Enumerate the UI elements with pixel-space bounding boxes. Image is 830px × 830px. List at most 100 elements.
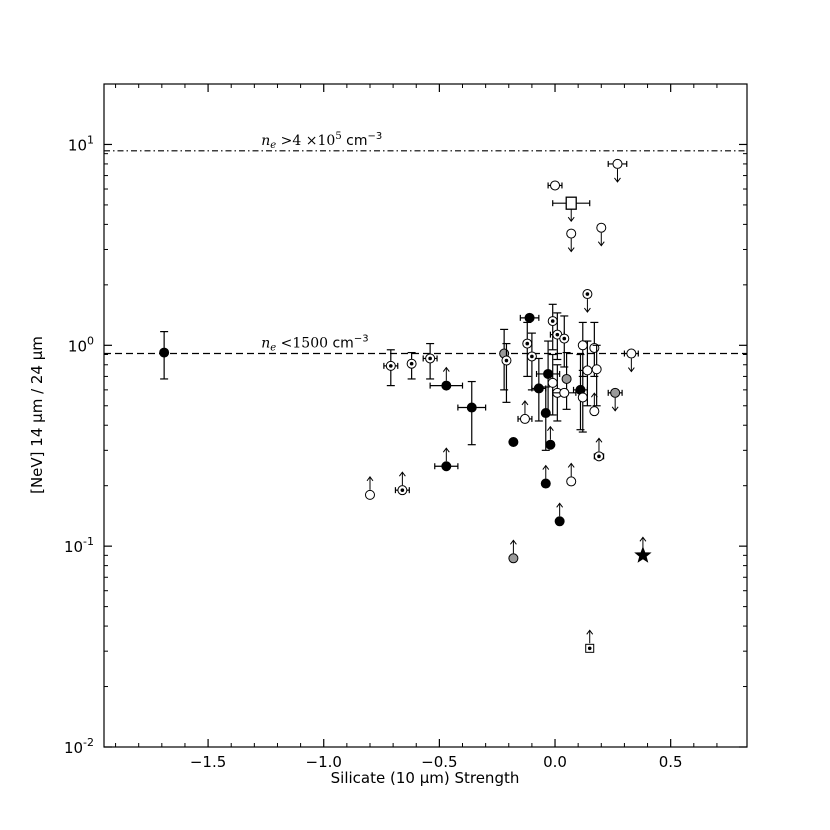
data-layer: ne >4 ×105 cm−3 ne <1500 cm−3 — [104, 131, 747, 653]
marker-open-square — [565, 196, 577, 210]
marker-open-circle — [582, 365, 593, 376]
x-tick-label-4: 0.5 — [659, 753, 683, 771]
marker-gray-circle — [508, 553, 519, 564]
data-point-42 — [591, 344, 602, 407]
data-point-21 — [545, 425, 556, 450]
data-point-0 — [159, 331, 170, 380]
data-point-28 — [559, 315, 570, 368]
data-point-1 — [364, 476, 375, 500]
data-point-45 — [607, 387, 623, 412]
limit-arrow-head — [442, 366, 450, 372]
y-tick-label-2: 100 — [68, 334, 94, 355]
marker-center-dot — [400, 488, 405, 492]
data-point-23 — [547, 180, 563, 191]
marker-filled-circle — [540, 478, 551, 489]
data-point-39 — [585, 629, 595, 653]
data-point-46 — [607, 158, 628, 183]
data-point-22 — [547, 303, 558, 351]
limit-arrow-head — [509, 539, 517, 545]
marker-center-dot — [597, 454, 601, 459]
plot-frame — [103, 83, 748, 748]
marker-filled-circle — [554, 516, 565, 527]
limit-arrow-head — [556, 502, 564, 508]
data-point-41 — [589, 392, 600, 417]
marker-open-circle — [566, 476, 577, 487]
data-point-8 — [457, 380, 487, 446]
data-point-19 — [540, 464, 551, 489]
marker-open-circle — [547, 377, 558, 388]
marker-star — [634, 546, 652, 563]
y-tick-label-1: 10-1 — [64, 535, 94, 556]
x-tick-label-2: −0.5 — [421, 753, 457, 771]
data-point-10 — [501, 342, 512, 403]
marker-filled-circle — [540, 408, 551, 419]
data-point-24 — [547, 353, 558, 416]
marker-center-dot — [530, 354, 534, 359]
data-point-2 — [383, 349, 399, 387]
data-point-31 — [552, 196, 591, 223]
data-point-29 — [561, 351, 572, 410]
data-point-15 — [519, 312, 540, 323]
marker-filled-circle — [466, 402, 477, 413]
x-tick-label-3: 0.0 — [543, 753, 567, 771]
marker-gray-circle — [561, 373, 572, 384]
x-tick-label-1: −1.0 — [306, 753, 342, 771]
y-axis-label: [NeV] 14 μm / 24 μm — [28, 336, 46, 494]
marker-open-circle — [577, 392, 588, 403]
limit-arrow-head — [627, 367, 635, 373]
marker-filled-circle — [533, 383, 544, 394]
marker-filled-circle — [441, 461, 452, 472]
marker-filled-circle — [545, 439, 556, 450]
y-tick-label-0: 10-2 — [64, 736, 94, 757]
marker-center-dot — [428, 356, 432, 361]
marker-filled-circle — [543, 368, 554, 379]
marker-filled-circle — [159, 347, 170, 358]
data-point-30 — [552, 387, 577, 398]
marker-center-dot — [562, 336, 567, 341]
limit-arrow-head — [442, 447, 450, 453]
limit-arrow-head — [542, 464, 550, 470]
limit-arrow-head — [584, 307, 591, 313]
limit-arrow-head — [546, 425, 554, 431]
marker-gray-circle — [610, 387, 621, 398]
marker-open-circle — [591, 364, 602, 375]
data-point-3 — [394, 471, 410, 496]
y-tick-label-3: 101 — [68, 133, 94, 154]
marker-center-dot — [389, 364, 393, 368]
limit-arrow-head — [567, 247, 575, 253]
marker-center-dot — [585, 292, 590, 296]
marker-filled-circle — [441, 380, 452, 391]
data-point-20 — [535, 340, 561, 416]
reference-label-0: ne >4 ×105 cm−3 — [261, 131, 382, 151]
data-point-44 — [596, 222, 607, 247]
marker-open-circle — [566, 228, 577, 239]
data-point-11 — [508, 437, 519, 448]
marker-center-dot — [409, 361, 414, 366]
marker-open-circle — [612, 158, 623, 169]
marker-open-circle — [596, 222, 607, 233]
limit-arrow-head — [614, 177, 621, 183]
data-point-43 — [593, 437, 605, 462]
data-point-37 — [582, 289, 593, 313]
data-point-33 — [566, 462, 577, 487]
data-point-35 — [577, 321, 588, 378]
data-point-48 — [634, 536, 652, 563]
marker-center-dot — [587, 646, 592, 651]
data-point-4 — [406, 351, 417, 380]
marker-filled-circle — [508, 437, 519, 448]
marker-center-dot — [555, 332, 560, 337]
limit-arrow-head — [611, 406, 619, 412]
data-point-7 — [434, 447, 459, 472]
data-point-13 — [517, 400, 533, 424]
tick-layer: −1.5 −1.0 −0.5 0.0 0.5 10-2 10-1 100 101 — [64, 83, 747, 771]
marker-open-circle — [550, 180, 561, 191]
limit-arrow-head — [567, 462, 575, 468]
limit-arrow-head — [597, 241, 605, 247]
marker-filled-circle — [524, 312, 535, 323]
marker-open-circle — [577, 340, 588, 351]
marker-open-circle — [519, 413, 530, 424]
limit-arrow-head — [595, 437, 603, 443]
limit-arrow-head — [639, 536, 647, 542]
